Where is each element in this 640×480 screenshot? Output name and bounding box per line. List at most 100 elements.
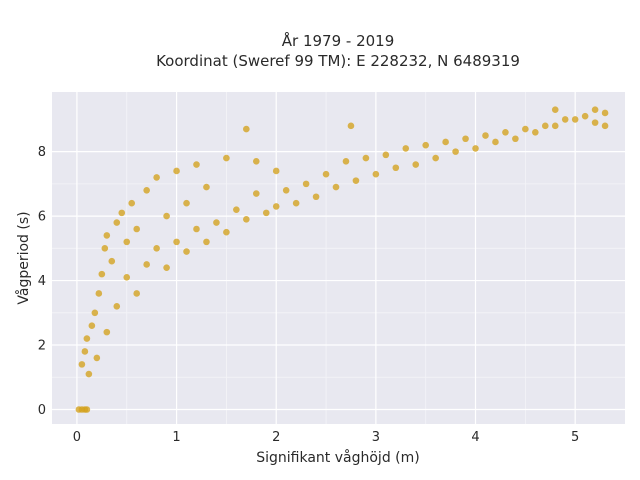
data-point [522, 125, 529, 133]
data-point [133, 290, 141, 297]
data-point [98, 270, 106, 278]
data-point [123, 274, 131, 281]
data-point [243, 216, 250, 223]
data-point [203, 238, 210, 246]
y-tick-label: 0 [38, 403, 46, 418]
data-point [601, 122, 609, 130]
x-tick-label: 4 [471, 430, 479, 445]
data-point [113, 303, 121, 310]
data-point [591, 119, 599, 126]
data-point [108, 257, 116, 265]
data-point [512, 135, 519, 143]
data-point [532, 128, 539, 136]
x-axis-ticks: 0 1 2 3 4 5 [73, 430, 580, 445]
data-point [502, 128, 509, 136]
y-tick-label: 2 [38, 339, 46, 354]
data-point [143, 187, 150, 194]
data-point [322, 170, 330, 178]
y-tick-label: 8 [38, 145, 46, 160]
data-point [193, 161, 200, 168]
data-point [432, 154, 439, 162]
data-point [292, 199, 300, 207]
data-point [482, 132, 489, 139]
data-point [83, 335, 91, 342]
data-point [88, 322, 96, 329]
data-point [118, 209, 126, 217]
x-tick-label: 0 [73, 430, 81, 445]
y-axis-label: Vågperiod (s) [15, 211, 32, 304]
data-point [78, 361, 86, 368]
x-tick-label: 1 [172, 430, 180, 445]
x-axis-label: Signifikant våghöjd (m) [256, 449, 419, 466]
data-point [452, 148, 459, 155]
data-point [332, 183, 340, 191]
chart-title: År 1979 - 2019 [282, 31, 395, 50]
major-gridlines [52, 92, 625, 424]
data-point [392, 164, 400, 172]
data-point [372, 170, 380, 178]
data-point [101, 245, 109, 252]
data-point [492, 138, 499, 146]
data-point [183, 248, 190, 255]
data-point [352, 177, 360, 184]
data-point [103, 232, 111, 239]
data-point [302, 180, 310, 188]
data-point [541, 122, 549, 130]
data-point [591, 106, 599, 114]
data-point [601, 109, 609, 117]
data-point [272, 167, 280, 175]
y-axis-ticks: 0 2 4 6 8 [38, 145, 46, 418]
data-point [442, 138, 449, 146]
x-tick-label: 2 [272, 430, 280, 445]
data-point [163, 264, 170, 271]
data-point [223, 228, 230, 236]
data-point [412, 161, 420, 168]
data-point [81, 348, 89, 355]
data-point [581, 112, 589, 120]
data-point [113, 219, 121, 226]
data-point [382, 151, 390, 159]
data-point [462, 135, 469, 143]
chart-subtitle: Koordinat (Sweref 99 TM): E 228232, N 64… [156, 52, 520, 70]
data-point [282, 187, 290, 194]
data-point [571, 116, 579, 123]
data-point [561, 116, 569, 123]
data-point [223, 154, 230, 162]
data-point [123, 238, 131, 246]
data-point [143, 261, 150, 268]
data-point [243, 125, 250, 133]
plot-area [52, 92, 625, 424]
data-point [91, 309, 99, 317]
x-tick-label: 5 [571, 430, 579, 445]
data-point [128, 199, 136, 207]
data-point [173, 167, 180, 175]
data-point [312, 193, 320, 201]
data-point [183, 199, 190, 207]
data-point [85, 370, 93, 378]
data-point [262, 209, 270, 217]
y-tick-label: 6 [38, 210, 46, 225]
data-point [551, 106, 559, 114]
data-point [272, 203, 280, 210]
data-point [233, 206, 240, 213]
data-point [342, 158, 350, 165]
data-point [213, 219, 220, 226]
data-point [347, 122, 355, 130]
data-point [422, 141, 429, 149]
minor-gridlines [52, 92, 625, 424]
data-point [83, 406, 91, 413]
data-point [133, 225, 141, 233]
data-points [75, 106, 609, 413]
data-point [402, 145, 410, 152]
data-point [472, 145, 479, 152]
data-point [193, 225, 200, 233]
data-point [103, 328, 111, 336]
data-point [153, 174, 160, 181]
data-point [93, 354, 101, 362]
data-point [252, 190, 260, 197]
data-point [203, 183, 210, 191]
data-point [95, 290, 103, 297]
data-point [362, 154, 370, 162]
x-tick-label: 3 [372, 430, 380, 445]
